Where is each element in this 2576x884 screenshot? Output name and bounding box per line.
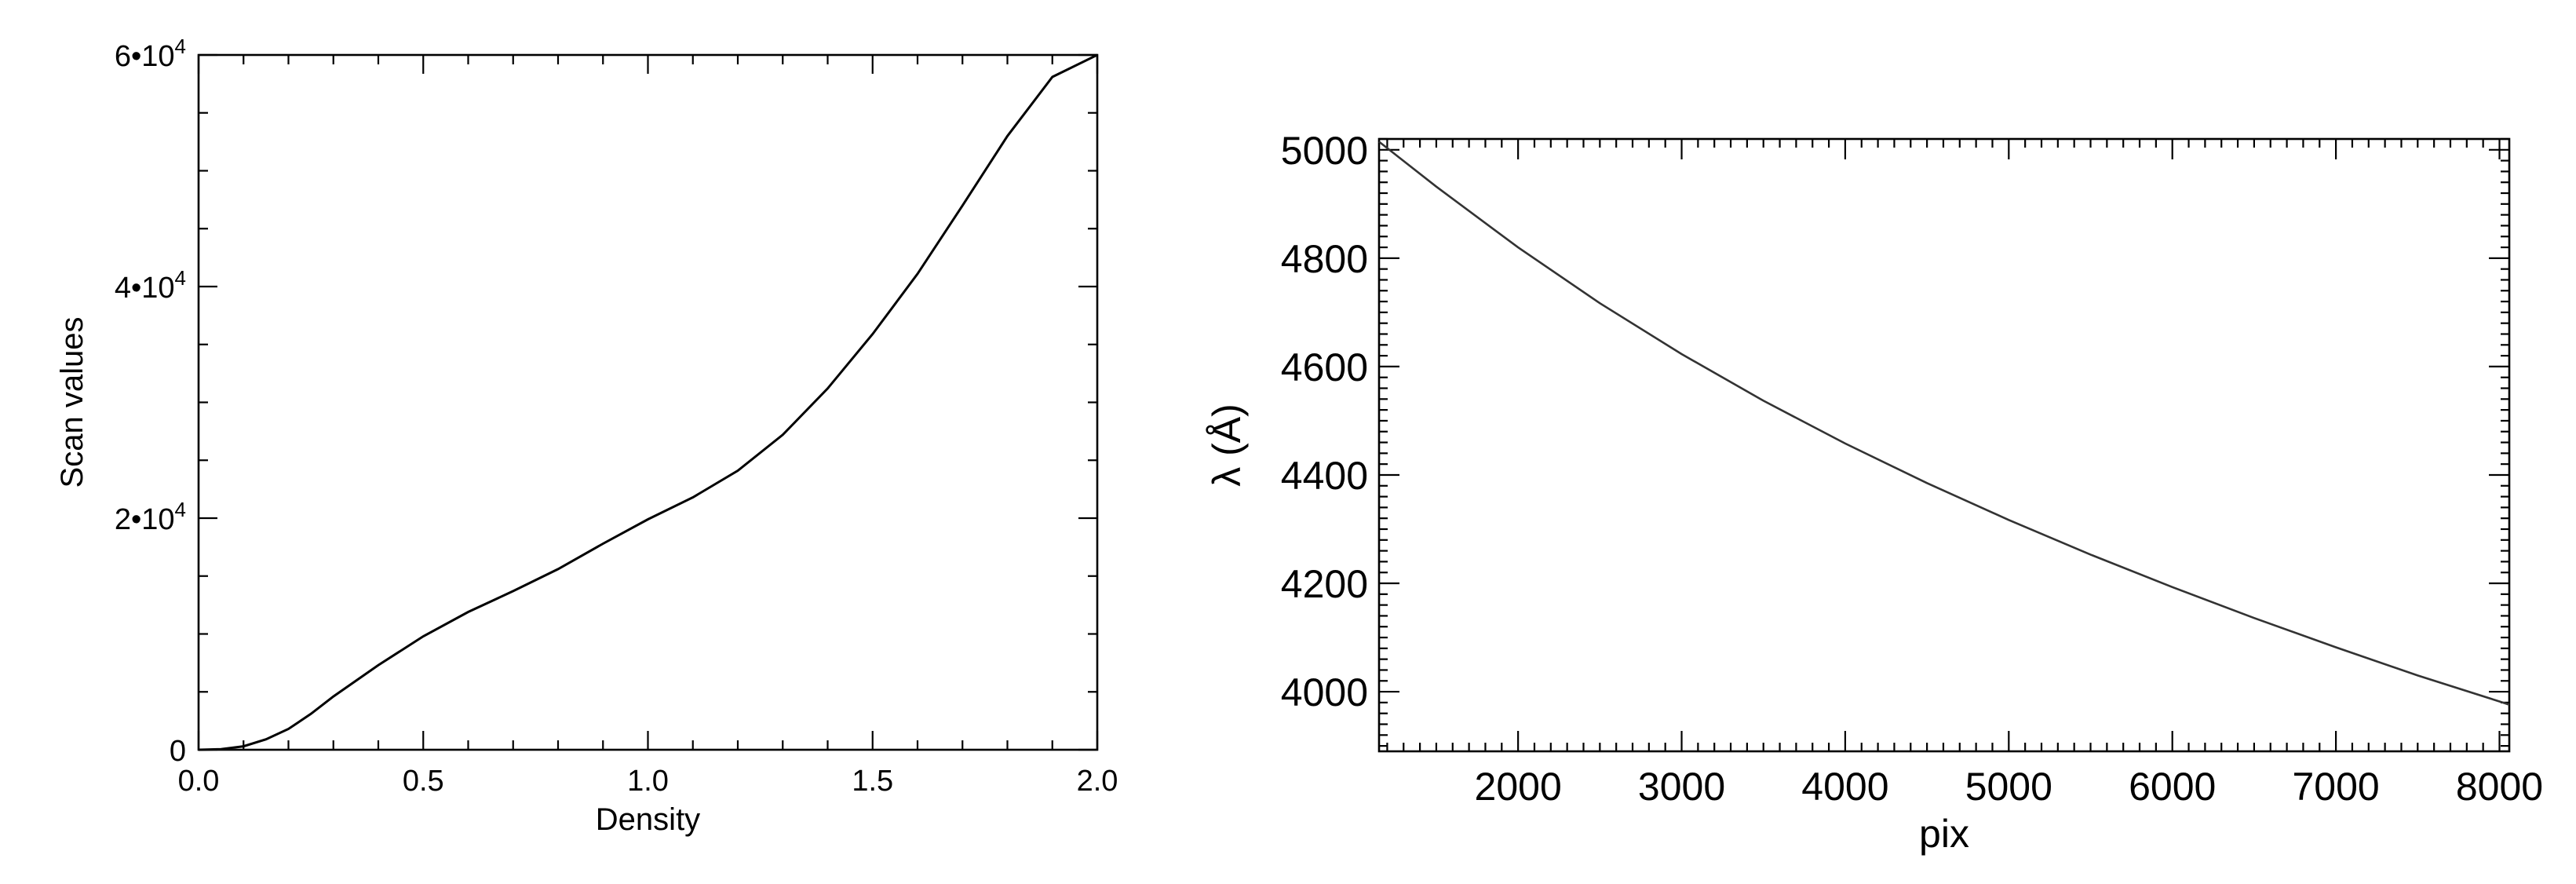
y-tick-label: 4800 <box>1281 237 1368 281</box>
x-tick-label: 8000 <box>2456 765 2543 809</box>
left-chart-density-vs-scan: 0.0 0.5 1.0 1.5 2.0 0 2•104 4•104 6•104 Density Sc… <box>55 35 1118 837</box>
x-tick-label: 0.5 <box>403 765 444 798</box>
y-tick-label: 4200 <box>1281 562 1368 606</box>
series-line <box>1378 141 2510 706</box>
y-tick-label: 5000 <box>1281 129 1368 173</box>
y-tick-label: 4•104 <box>115 266 186 305</box>
x-tick-label: 2000 <box>1475 765 1562 809</box>
x-tick-label: 5000 <box>1965 765 2052 809</box>
y-tick-label: 0 <box>170 735 186 768</box>
x-tick-label: 2.0 <box>1077 765 1118 798</box>
x-tick-label: 1.0 <box>627 765 669 798</box>
x-tick-label: 7000 <box>2292 765 2379 809</box>
y-tick-label: 4400 <box>1281 454 1368 498</box>
y-tick-label: 4000 <box>1281 670 1368 714</box>
x-axis-title: pix <box>1919 812 1969 856</box>
y-axis-title: λ (Å) <box>1205 404 1249 487</box>
x-tick-label: 0.0 <box>178 765 220 798</box>
y-tick-label: 4600 <box>1281 345 1368 389</box>
plot-frame <box>1377 137 2511 753</box>
y-axis-title: Scan values <box>55 317 89 488</box>
right-chart-pix-vs-wavelength: 2000 3000 4000 5000 6000 7000 8000 4000 4200 4400… <box>1205 129 2543 856</box>
y-tick-label: 2•104 <box>115 498 186 536</box>
series-line <box>198 53 1098 751</box>
y-tick-label: 6•104 <box>115 35 186 73</box>
x-tick-label: 6000 <box>2129 765 2216 809</box>
x-tick-label: 3000 <box>1638 765 1725 809</box>
plot-frame <box>197 53 1099 751</box>
x-tick-label: 1.5 <box>852 765 893 798</box>
x-tick-label: 4000 <box>1801 765 1888 809</box>
x-axis-title: Density <box>596 802 700 837</box>
